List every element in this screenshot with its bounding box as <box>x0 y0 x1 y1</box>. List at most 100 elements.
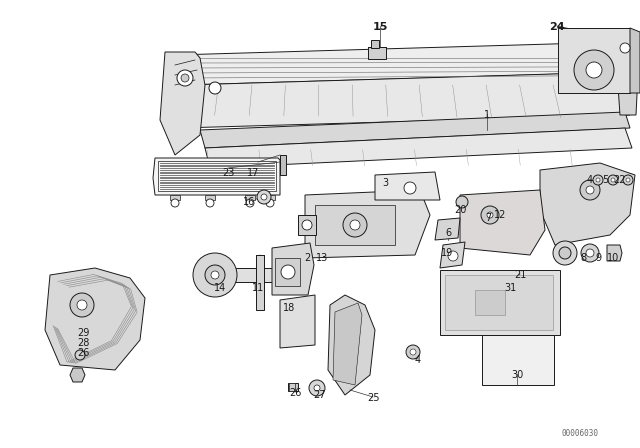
Text: 26: 26 <box>289 388 301 398</box>
Circle shape <box>626 178 630 182</box>
Text: 27: 27 <box>314 390 326 400</box>
Bar <box>482 335 554 385</box>
Circle shape <box>593 175 603 185</box>
Polygon shape <box>289 383 295 391</box>
Text: 26: 26 <box>77 348 89 358</box>
Circle shape <box>553 241 577 265</box>
Circle shape <box>314 385 320 391</box>
Polygon shape <box>615 42 638 115</box>
Text: 9: 9 <box>595 253 601 263</box>
Circle shape <box>209 82 221 94</box>
Bar <box>275 258 300 286</box>
Polygon shape <box>607 245 622 261</box>
Circle shape <box>623 175 633 185</box>
Polygon shape <box>70 368 85 382</box>
Text: 4: 4 <box>587 175 593 185</box>
Text: 11: 11 <box>252 283 264 293</box>
Polygon shape <box>180 72 630 128</box>
Circle shape <box>574 50 614 90</box>
Circle shape <box>70 293 94 317</box>
Bar <box>371 40 379 48</box>
Circle shape <box>456 196 468 208</box>
Polygon shape <box>435 218 460 240</box>
Text: 18: 18 <box>283 303 295 313</box>
Polygon shape <box>440 242 465 268</box>
Circle shape <box>586 62 602 78</box>
Text: 00006030: 00006030 <box>561 429 598 438</box>
Circle shape <box>481 206 499 224</box>
Circle shape <box>404 182 416 194</box>
Bar <box>315 205 395 245</box>
Circle shape <box>620 43 630 53</box>
Polygon shape <box>630 28 640 93</box>
Circle shape <box>350 220 360 230</box>
Text: 12: 12 <box>494 210 506 220</box>
Polygon shape <box>333 303 362 385</box>
Circle shape <box>193 253 237 297</box>
Text: 17: 17 <box>247 168 259 178</box>
Text: 29: 29 <box>77 328 89 338</box>
Circle shape <box>206 199 214 207</box>
Circle shape <box>580 180 600 200</box>
Text: 8: 8 <box>580 253 586 263</box>
Circle shape <box>309 380 325 396</box>
Circle shape <box>581 244 599 262</box>
Circle shape <box>77 300 87 310</box>
Text: 13: 13 <box>316 253 328 263</box>
Bar <box>225 268 280 282</box>
Bar <box>158 161 276 191</box>
Circle shape <box>611 178 615 182</box>
Circle shape <box>75 350 85 360</box>
Text: 10: 10 <box>607 253 619 263</box>
Polygon shape <box>170 195 180 200</box>
Polygon shape <box>245 195 255 200</box>
Text: 22: 22 <box>614 175 627 185</box>
Circle shape <box>487 212 493 218</box>
Circle shape <box>586 186 594 194</box>
Bar <box>256 255 264 310</box>
Text: 6: 6 <box>445 228 451 238</box>
Circle shape <box>586 249 594 257</box>
Polygon shape <box>160 52 205 155</box>
Circle shape <box>343 213 367 237</box>
Text: 19: 19 <box>441 248 453 258</box>
Circle shape <box>181 74 189 82</box>
Text: 3: 3 <box>382 178 388 188</box>
Text: 30: 30 <box>511 370 523 380</box>
Bar <box>298 215 316 235</box>
Polygon shape <box>460 190 545 255</box>
Polygon shape <box>200 112 630 148</box>
Bar <box>445 275 553 330</box>
Circle shape <box>281 265 295 279</box>
Polygon shape <box>540 163 635 245</box>
Text: 28: 28 <box>77 338 89 348</box>
Circle shape <box>406 345 420 359</box>
Polygon shape <box>175 42 630 85</box>
Circle shape <box>266 199 274 207</box>
Bar <box>368 47 386 59</box>
Circle shape <box>257 190 271 204</box>
Text: 24: 24 <box>549 22 565 32</box>
Text: 21: 21 <box>514 270 526 280</box>
Bar <box>280 155 286 175</box>
Polygon shape <box>205 128 632 168</box>
Polygon shape <box>272 243 314 295</box>
Circle shape <box>211 271 219 279</box>
Bar <box>288 383 298 391</box>
Text: 23: 23 <box>222 168 234 178</box>
Text: 1: 1 <box>484 110 490 120</box>
Polygon shape <box>265 195 275 200</box>
Circle shape <box>608 175 618 185</box>
Text: 2: 2 <box>304 253 310 263</box>
Polygon shape <box>305 190 430 258</box>
Circle shape <box>205 265 225 285</box>
Circle shape <box>302 220 312 230</box>
Circle shape <box>261 194 267 200</box>
Polygon shape <box>153 158 280 195</box>
Bar <box>558 28 630 93</box>
Polygon shape <box>45 268 145 370</box>
Text: 25: 25 <box>367 393 380 403</box>
Circle shape <box>448 251 458 261</box>
Circle shape <box>596 178 600 182</box>
Bar <box>475 290 505 315</box>
